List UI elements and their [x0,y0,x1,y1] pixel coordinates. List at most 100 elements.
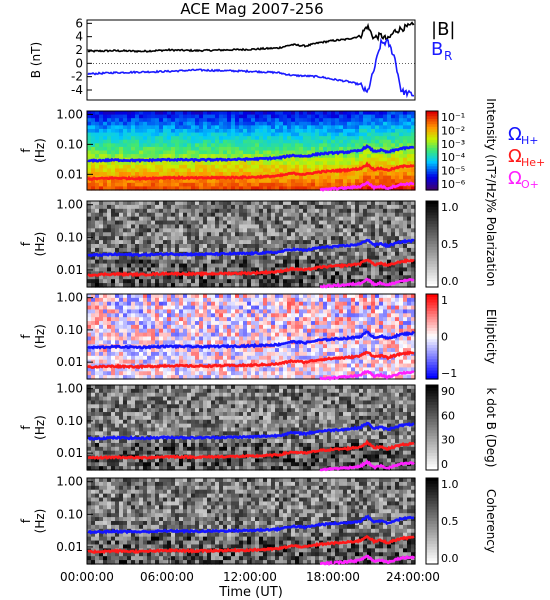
heatmap-cell [231,161,236,166]
heatmap-cell [227,351,232,357]
heatmap-cell [255,232,260,237]
heatmap-cell [195,294,200,299]
heatmap-cell [327,143,332,148]
heatmap-cell [363,271,368,276]
heatmap-cell [411,271,416,276]
heatmap-cell [323,216,328,222]
heatmap-cell [295,224,300,229]
heatmap-cell [303,328,308,334]
heatmap-cell [411,255,416,261]
heatmap-cell [263,332,268,338]
heatmap-cell [387,279,392,284]
heatmap-cell [139,359,144,365]
heatmap-cell [95,305,100,311]
heatmap-cell [291,367,296,372]
heatmap-cell [139,255,144,261]
heatmap-cell [275,118,280,123]
heatmap-cell [407,251,412,257]
heatmap-cell [323,161,328,166]
heatmap-cell [239,332,244,338]
heatmap-cell [167,375,172,380]
heatmap-cell [211,114,216,119]
heatmap-cell [115,259,120,265]
heatmap-cell [235,118,240,123]
heatmap-cell [167,118,172,123]
heatmap-cell [103,355,108,361]
heatmap-cell [295,204,300,210]
heatmap-cell [131,179,136,184]
heatmap-cell [215,128,220,134]
heatmap-cell [187,146,192,152]
heatmap-cell [139,161,144,166]
heatmap-cell [91,179,96,184]
heatmap-cell [327,111,332,116]
heatmap-cell [255,111,260,116]
heatmap-cell [231,263,236,269]
heatmap-cell [203,154,208,159]
heatmap-cell [175,309,180,314]
heatmap-cell [131,294,136,299]
heatmap-cell [207,224,212,229]
heatmap-cell [391,224,396,229]
heatmap-cell [203,263,208,269]
heatmap-cell [383,236,388,241]
heatmap-cell [143,259,148,265]
heatmap-cell [175,294,180,299]
heatmap-cell [335,267,340,272]
heatmap-cell [243,240,248,245]
heatmap-cell [379,204,384,210]
heatmap-cell [111,263,116,269]
heatmap-cell [147,309,152,314]
heatmap-cell [387,216,392,222]
heatmap-cell [211,301,216,307]
heatmap-cell [255,309,260,314]
heatmap-cell [191,186,196,191]
heatmap-cell [275,164,280,170]
heatmap-cell [235,232,240,237]
heatmap-cell [99,168,104,173]
heatmap-cell [247,348,252,353]
heatmap-cell [191,297,196,303]
heatmap-cell [175,201,180,206]
legend-entry: |B| [431,19,455,40]
heatmap-cell [103,150,108,155]
heatmap-cell [151,348,156,353]
heatmap-cell [379,263,384,269]
heatmap-cell [139,186,144,191]
heatmap-cell [207,313,212,318]
heatmap-cell [159,275,164,280]
heatmap-cell [247,283,252,288]
heatmap-cell [319,172,324,177]
heatmap-cell [275,240,280,245]
heatmap-cell [203,240,208,245]
heatmap-cell [347,208,352,214]
heatmap-cell [263,263,268,269]
heatmap-cell [123,179,128,184]
heatmap-cell [263,348,268,353]
heatmap-cell [395,275,400,280]
heatmap-cell [107,328,112,334]
heatmap-cell [287,236,292,241]
heatmap-cell [263,139,268,144]
heatmap-cell [251,259,256,265]
heatmap-cell [115,179,120,184]
heatmap-cell [239,255,244,261]
heatmap-cell [187,297,192,303]
heatmap-cell [263,294,268,299]
heatmap-cell [259,313,264,318]
heatmap-cell [159,128,164,134]
heatmap-cell [287,309,292,314]
heatmap-cell [195,279,200,284]
heatmap-cell [111,367,116,372]
heatmap-cell [291,324,296,330]
heatmap-cell [407,236,412,241]
heatmap-cell [215,309,220,314]
heatmap-cell [107,139,112,144]
heatmap-cell [87,143,92,148]
heatmap-cell [203,351,208,357]
heatmap-cell [167,186,172,191]
heatmap-cell [203,143,208,148]
heatmap-cell [183,244,188,249]
heatmap-cell [299,208,304,214]
heatmap-cell [295,216,300,222]
